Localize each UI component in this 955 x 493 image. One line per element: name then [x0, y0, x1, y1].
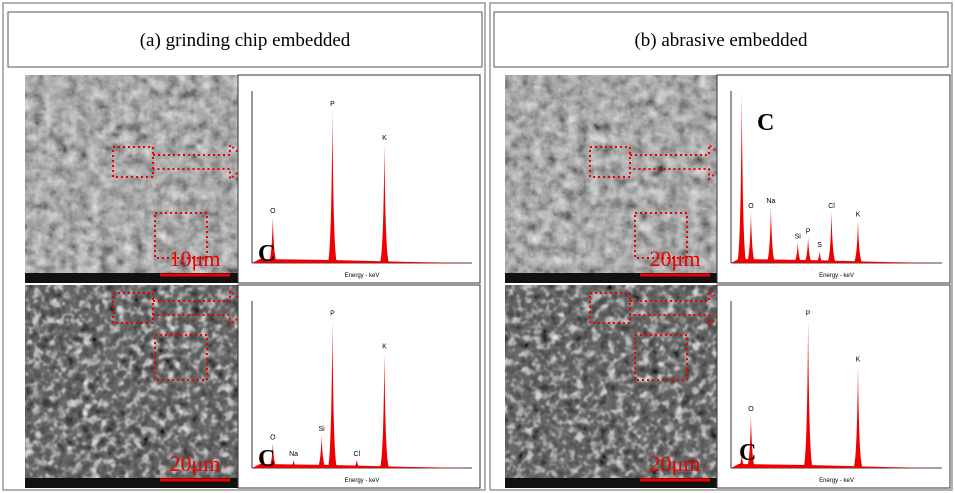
peak-label: P: [806, 229, 811, 236]
carbon-marker: C: [739, 440, 756, 466]
peak-label: Cl: [353, 451, 360, 458]
peak-label: O: [748, 406, 754, 413]
figure: (a) grinding chip embedded 10μm Energy - k…: [0, 0, 955, 493]
peak-label: P: [330, 101, 335, 108]
peak-label: O: [270, 208, 276, 215]
spectrum-xlabel: Energy - keV: [345, 273, 380, 279]
peak-label: Na: [766, 198, 775, 205]
peak-label: P: [330, 311, 335, 318]
spectrum-xlabel: Energy - keV: [345, 478, 380, 484]
peak-label: K: [856, 357, 861, 364]
peak-label: Cl: [828, 203, 835, 210]
scale-bar-label: 20μm: [650, 451, 701, 476]
scale-bar-label: 20μm: [170, 451, 221, 476]
peak-label: O: [748, 203, 754, 210]
peak-label: P: [806, 311, 811, 318]
spectrum-xlabel: Energy - keV: [819, 478, 854, 484]
carbon-marker: C: [258, 241, 275, 267]
carbon-marker: C: [258, 446, 275, 472]
peak-label: Si: [318, 426, 325, 433]
peak-label: Na: [289, 451, 298, 458]
peak-label: K: [382, 135, 387, 142]
panel-title: (a) grinding chip embedded: [140, 30, 351, 51]
panel-title: (b) abrasive embedded: [634, 30, 808, 51]
peak-label: K: [382, 344, 387, 351]
spectrum-xlabel: Energy - keV: [819, 273, 854, 279]
scale-bar-label: 20μm: [650, 246, 701, 271]
scale-bar-label: 10μm: [170, 246, 221, 271]
carbon-marker: C: [757, 110, 774, 136]
peak-label: Si: [795, 234, 802, 241]
peak-label: O: [270, 434, 276, 441]
peak-label: S: [817, 242, 822, 249]
peak-label: K: [856, 212, 861, 219]
